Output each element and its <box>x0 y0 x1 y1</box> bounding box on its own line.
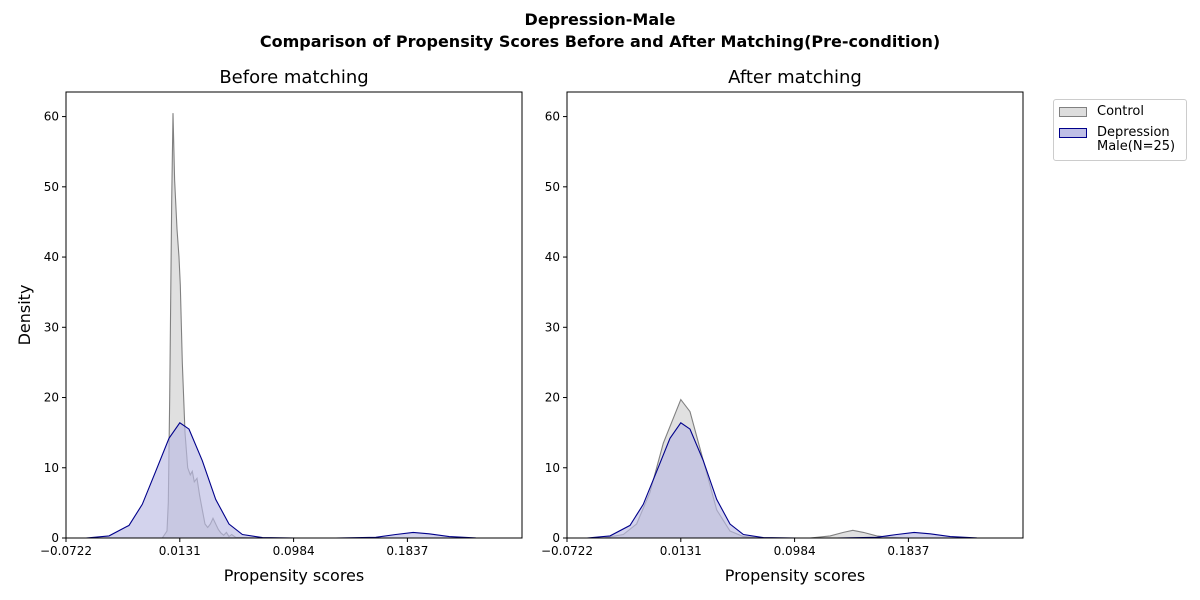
panel1-frame <box>65 91 523 539</box>
panel2-title: After matching <box>728 67 862 88</box>
panel1-ytick-label: 40 <box>44 250 59 264</box>
panel2-xtick-label: 0.0131 <box>660 544 702 558</box>
panel1-series0-area <box>162 113 523 538</box>
panel2-ytick-label: 10 <box>545 461 560 475</box>
panel2-ytick-label: 30 <box>545 320 560 334</box>
panel1-xtick-label: 0.0984 <box>273 544 315 558</box>
panel1-xtick-label: −0.0722 <box>40 544 92 558</box>
panel2-xtick-label: 0.0984 <box>774 544 816 558</box>
legend-label-control: Control <box>1097 104 1144 119</box>
panel1-xlabel: Propensity scores <box>224 566 364 585</box>
legend-swatch-depression-male <box>1059 128 1087 138</box>
panel1-xtick-label: 0.0131 <box>159 544 201 558</box>
panel1-series0-line <box>161 113 522 539</box>
panel1-series1-line <box>85 422 503 539</box>
panel2-ytick-label: 0 <box>552 531 560 545</box>
panel1-ytick-label: 60 <box>44 110 59 124</box>
figure-subtitle: Comparison of Propensity Scores Before a… <box>259 32 941 51</box>
panel1-ylabel: Density <box>15 285 34 346</box>
panel1-ytick-label: 20 <box>44 391 59 405</box>
panel2-ytick-label: 60 <box>545 110 560 124</box>
panel2-frame <box>566 91 1024 539</box>
panel1-ytick-label: 10 <box>44 461 59 475</box>
panel2-xtick-label: −0.0722 <box>541 544 593 558</box>
legend-item-control: Control <box>1054 105 1144 119</box>
panel1-series1-area <box>86 422 503 538</box>
panel1-ytick-label: 50 <box>44 180 59 194</box>
panel2-ytick-label: 20 <box>545 391 560 405</box>
panel1-ytick-label: 30 <box>44 320 59 334</box>
panel2-series1-area <box>587 422 1004 538</box>
figure-title: Depression-Male <box>524 10 676 29</box>
panel2-ytick-label: 40 <box>545 250 560 264</box>
panel1-title: Before matching <box>219 67 368 88</box>
panel1-xtick-label: 0.1837 <box>386 544 428 558</box>
legend-label-depression-male: Depression Male(N=25) <box>1097 125 1176 154</box>
panel2-ytick-label: 50 <box>545 180 560 194</box>
legend-swatch-control <box>1059 107 1087 117</box>
panel2-xlabel: Propensity scores <box>725 566 865 585</box>
legend: Control Depression Male(N=25) <box>1053 99 1187 161</box>
panel2-xtick-label: 0.1837 <box>887 544 929 558</box>
panel2-series1-line <box>586 422 1004 539</box>
legend-item-depression-male: Depression Male(N=25) <box>1054 126 1175 154</box>
panel1-ytick-label: 0 <box>51 531 59 545</box>
